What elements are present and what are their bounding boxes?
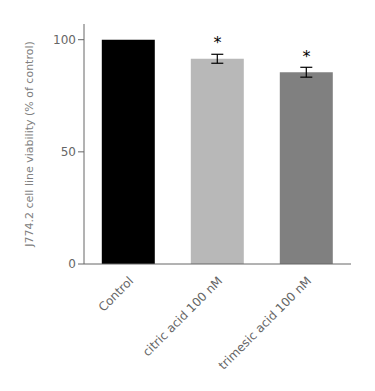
svg-text:0: 0	[68, 257, 76, 271]
svg-text:trimesic acid 100 nM: trimesic acid 100 nM	[216, 274, 315, 373]
svg-text:*: *	[214, 33, 222, 52]
svg-text:J774.2 cell line viability (%: J774.2 cell line viability (% of control…	[23, 41, 36, 248]
svg-text:*: *	[303, 47, 311, 66]
svg-text:Control: Control	[96, 274, 137, 315]
svg-text:100: 100	[53, 33, 76, 47]
svg-text:50: 50	[61, 145, 76, 159]
svg-text:citric acid 100 nM: citric acid 100 nM	[140, 274, 225, 359]
